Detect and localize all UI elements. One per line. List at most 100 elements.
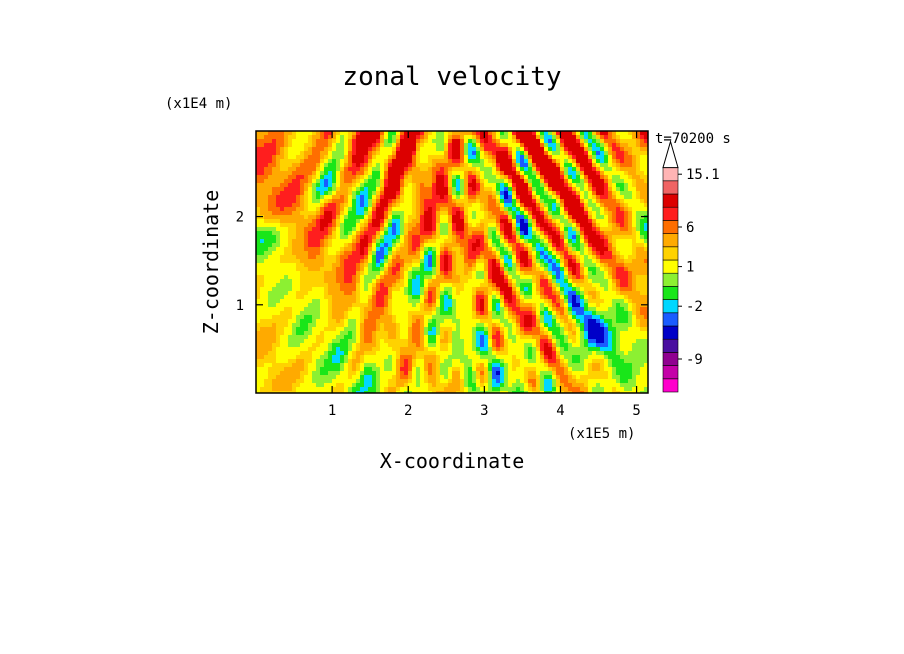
field-cell: [320, 131, 325, 136]
field-cell: [452, 299, 457, 304]
field-cell: [428, 255, 433, 260]
field-cell: [256, 279, 261, 284]
field-cell: [372, 211, 377, 216]
field-cell: [256, 311, 261, 316]
field-cell: [360, 211, 365, 216]
field-cell: [520, 303, 525, 308]
field-cell: [464, 263, 469, 268]
field-cell: [264, 191, 269, 196]
field-cell: [272, 259, 277, 264]
field-cell: [628, 139, 633, 144]
field-cell: [508, 247, 513, 252]
field-cell: [316, 155, 321, 160]
field-cell: [388, 271, 393, 276]
field-cell: [564, 267, 569, 272]
field-cell: [440, 139, 445, 144]
field-cell: [256, 223, 261, 228]
field-cell: [364, 143, 369, 148]
field-cell: [472, 195, 477, 200]
field-cell: [604, 291, 609, 296]
field-cell: [444, 199, 449, 204]
field-cell: [476, 195, 481, 200]
field-cell: [576, 211, 581, 216]
field-cell: [524, 191, 529, 196]
field-cell: [488, 299, 493, 304]
field-cell: [392, 171, 397, 176]
field-cell: [440, 191, 445, 196]
field-cell: [456, 191, 461, 196]
field-cell: [432, 163, 437, 168]
field-cell: [540, 267, 545, 272]
field-cell: [352, 271, 357, 276]
field-cell: [560, 159, 565, 164]
field-cell: [364, 315, 369, 320]
field-cell: [576, 323, 581, 328]
field-cell: [472, 223, 477, 228]
field-cell: [508, 239, 513, 244]
field-cell: [432, 199, 437, 204]
field-cell: [412, 239, 417, 244]
field-cell: [628, 163, 633, 168]
field-cell: [572, 223, 577, 228]
field-cell: [496, 227, 501, 232]
field-cell: [528, 327, 533, 332]
field-cell: [436, 183, 441, 188]
field-cell: [612, 287, 617, 292]
field-cell: [260, 271, 265, 276]
field-cell: [444, 143, 449, 148]
field-cell: [508, 271, 513, 276]
field-cell: [296, 235, 301, 240]
field-cell: [528, 315, 533, 320]
field-cell: [596, 207, 601, 212]
field-cell: [324, 251, 329, 256]
field-cell: [420, 187, 425, 192]
field-cell: [284, 295, 289, 300]
field-cell: [608, 183, 613, 188]
field-cell: [624, 219, 629, 224]
field-cell: [616, 151, 621, 156]
field-cell: [280, 299, 285, 304]
field-cell: [616, 131, 621, 136]
field-cell: [520, 187, 525, 192]
field-cell: [572, 323, 577, 328]
field-cell: [292, 263, 297, 268]
field-cell: [264, 215, 269, 220]
field-cell: [468, 323, 473, 328]
field-cell: [476, 323, 481, 328]
field-cell: [348, 215, 353, 220]
field-cell: [424, 271, 429, 276]
field-cell: [392, 271, 397, 276]
field-cell: [532, 195, 537, 200]
field-cell: [372, 295, 377, 300]
field-cell: [284, 263, 289, 268]
field-cell: [292, 279, 297, 284]
field-cell: [552, 235, 557, 240]
field-cell: [592, 331, 597, 336]
field-cell: [424, 263, 429, 268]
field-cell: [376, 187, 381, 192]
field-cell: [508, 291, 513, 296]
field-cell: [484, 155, 489, 160]
field-cell: [264, 227, 269, 232]
field-cell: [616, 235, 621, 240]
field-cell: [460, 191, 465, 196]
field-cell: [620, 199, 625, 204]
field-cell: [488, 207, 493, 212]
field-cell: [356, 207, 361, 212]
field-cell: [524, 283, 529, 288]
field-cell: [432, 219, 437, 224]
field-cell: [452, 275, 457, 280]
field-cell: [484, 311, 489, 316]
field-cell: [412, 199, 417, 204]
field-cell: [396, 215, 401, 220]
field-cell: [428, 227, 433, 232]
field-cell: [384, 291, 389, 296]
field-cell: [300, 143, 305, 148]
field-cell: [260, 295, 265, 300]
field-cell: [308, 311, 313, 316]
field-cell: [504, 151, 509, 156]
field-cell: [324, 191, 329, 196]
field-cell: [488, 155, 493, 160]
field-cell: [448, 167, 453, 172]
field-cell: [320, 295, 325, 300]
